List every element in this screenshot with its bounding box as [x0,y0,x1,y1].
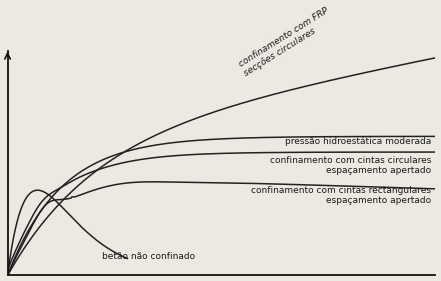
Text: betão não confinado: betão não confinado [102,252,195,261]
Text: confinamento com cintas rectangulares
espaçamento apertado: confinamento com cintas rectangulares es… [251,186,431,205]
Text: confinamento com FRP
secções circulares: confinamento com FRP secções circulares [237,6,335,78]
Text: pressão hidroestática moderada: pressão hidroestática moderada [285,137,431,146]
Text: confinamento com cintas circulares
espaçamento apertado: confinamento com cintas circulares espaç… [270,156,431,175]
